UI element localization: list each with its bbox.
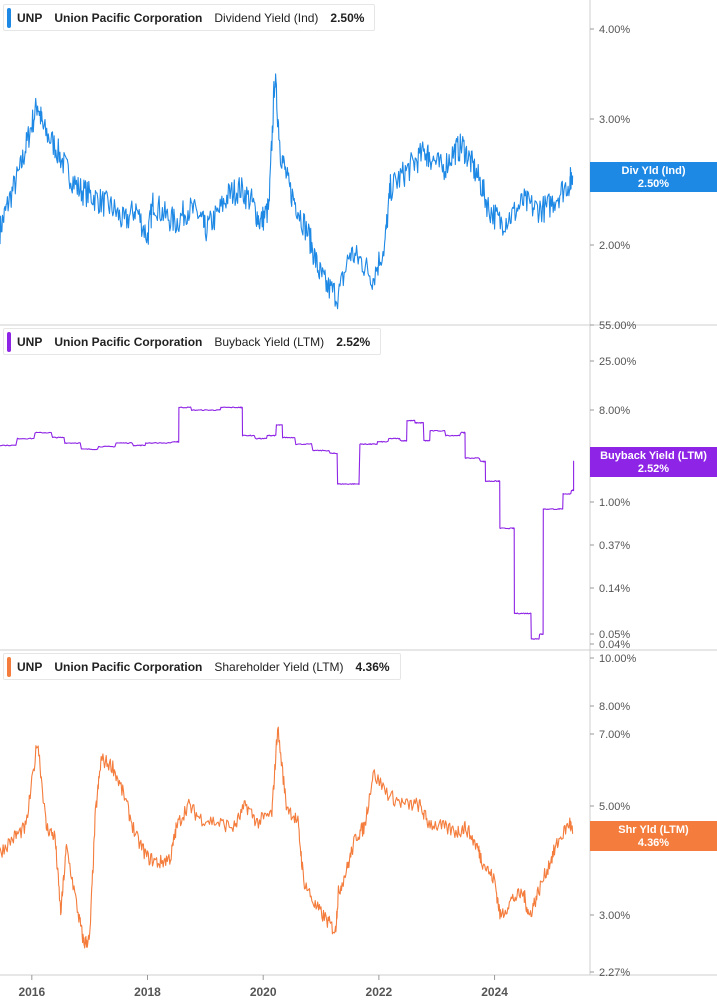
y-tick-label: 4.00%	[599, 24, 630, 36]
y-tick-label: 0.05%	[599, 629, 630, 641]
series-color-swatch	[7, 7, 11, 28]
y-tick-label: 5.00%	[599, 801, 630, 813]
y-tick-label: 3.00%	[599, 114, 630, 126]
y-tick-label: 1.00%	[599, 497, 630, 509]
series-line	[0, 726, 574, 949]
y-tick-label: 0.04%	[599, 639, 630, 651]
company-label: Union Pacific Corporation	[54, 334, 203, 349]
badge-shareholder-yield: Shr Yld (LTM) 4.36%	[590, 821, 717, 851]
legend-shareholder-yield: UNP Union Pacific Corporation Shareholde…	[3, 653, 401, 680]
badge-buyback-yield: Buyback Yield (LTM) 2.52%	[590, 447, 717, 477]
series-line	[0, 73, 574, 310]
badge-label: Div Yld (Ind)	[621, 165, 686, 177]
badge-value: 4.36%	[637, 837, 670, 849]
company-label: Union Pacific Corporation	[54, 10, 203, 25]
y-tick-label: 8.00%	[599, 701, 630, 713]
y-tick-label: 0.14%	[599, 583, 630, 595]
ticker-label: UNP	[17, 659, 43, 674]
y-tick-label: 55.00%	[599, 320, 637, 332]
badge-value: 2.50%	[637, 178, 670, 190]
y-tick-label: 25.00%	[599, 356, 637, 368]
current-value: 4.36%	[355, 659, 390, 674]
y-tick-label: 0.37%	[599, 540, 630, 552]
legend-dividend-yield: UNP Union Pacific Corporation Dividend Y…	[3, 4, 376, 31]
badge-label: Buyback Yield (LTM)	[600, 450, 707, 462]
buyback-yield-plot	[0, 406, 575, 640]
badge-value: 2.52%	[637, 463, 670, 475]
badge-label: Shr Yld (LTM)	[618, 824, 689, 836]
badge-dividend-yield: Div Yld (Ind) 2.50%	[590, 162, 717, 192]
legend-buyback-yield: UNP Union Pacific Corporation Buyback Yi…	[3, 328, 382, 355]
y-tick-label: 10.00%	[599, 653, 637, 665]
metric-label: Buyback Yield (LTM)	[214, 334, 325, 349]
x-axis: 2016 2018 2020 2022 2024	[18, 975, 508, 999]
current-value: 2.52%	[336, 334, 371, 349]
metric-label: Dividend Yield (Ind)	[214, 10, 319, 25]
y-tick-label: 3.00%	[599, 910, 630, 922]
y-tick-label: 2.27%	[599, 967, 630, 979]
shareholder-yield-plot	[0, 726, 574, 949]
metric-label: Shareholder Yield (LTM)	[214, 659, 344, 674]
x-tick-label: 2022	[366, 985, 393, 999]
ticker-label: UNP	[17, 10, 43, 25]
series-color-swatch	[7, 331, 11, 352]
series-line	[0, 406, 575, 640]
y-tick-label: 8.00%	[599, 405, 630, 417]
x-tick-label: 2016	[18, 985, 45, 999]
y-tick-label: 7.00%	[599, 729, 630, 741]
y-tick-label: 2.00%	[599, 240, 630, 252]
ticker-label: UNP	[17, 334, 43, 349]
x-tick-label: 2020	[250, 985, 277, 999]
x-tick-label: 2018	[134, 985, 161, 999]
x-tick-label: 2024	[481, 985, 508, 999]
company-label: Union Pacific Corporation	[54, 659, 203, 674]
current-value: 2.50%	[330, 10, 365, 25]
series-color-swatch	[7, 656, 11, 677]
dividend-yield-plot	[0, 73, 574, 310]
